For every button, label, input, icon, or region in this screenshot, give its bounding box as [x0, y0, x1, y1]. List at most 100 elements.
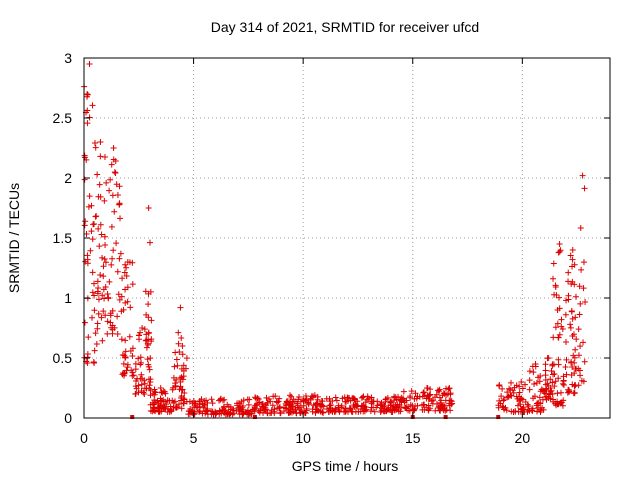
data-point [517, 401, 524, 408]
data-point [559, 380, 566, 387]
data-point [542, 390, 549, 397]
data-point [554, 320, 561, 327]
data-point [129, 372, 136, 379]
data-point [427, 386, 434, 393]
data-point [203, 408, 210, 415]
data-point [157, 385, 164, 391]
y-tick-label: 0.5 [53, 350, 73, 366]
data-point [571, 370, 578, 377]
data-point [104, 318, 111, 325]
data-point [91, 280, 98, 287]
data-point [294, 402, 301, 409]
data-point [132, 360, 139, 367]
data-point [85, 203, 92, 210]
data-point [115, 291, 122, 298]
data-point [81, 152, 88, 159]
data-point [148, 338, 155, 345]
data-point [130, 372, 137, 379]
data-point [137, 329, 144, 336]
data-point [557, 389, 564, 396]
data-point [122, 286, 129, 293]
data-point [411, 395, 418, 402]
data-point [519, 396, 526, 403]
data-point [141, 380, 148, 387]
data-point [571, 261, 578, 268]
data-point [95, 193, 102, 200]
data-point [516, 389, 523, 396]
data-point [565, 296, 572, 303]
data-point [159, 405, 166, 412]
data-point [403, 405, 410, 412]
data-point [434, 387, 441, 394]
data-point [542, 385, 549, 392]
data-point [287, 392, 294, 399]
y-axis-label: SRMTID / TECUs [6, 183, 22, 293]
x-tick-label: 5 [190, 430, 198, 446]
data-point [532, 361, 539, 367]
data-point [244, 407, 251, 414]
data-point [508, 392, 515, 399]
data-point [178, 334, 185, 341]
data-point [108, 261, 115, 268]
data-point [578, 266, 585, 273]
data-point [245, 411, 252, 418]
data-point [580, 259, 587, 266]
y-tick-label: 3 [64, 50, 72, 66]
data-point [549, 379, 556, 386]
data-point [118, 293, 125, 300]
data-point [209, 408, 216, 415]
data-point [84, 107, 91, 114]
data-point [559, 325, 566, 332]
data-point [518, 379, 525, 385]
data-point [196, 409, 203, 416]
data-point [551, 370, 558, 377]
data-point [402, 404, 409, 411]
data-point [161, 405, 168, 412]
y-tick-label: 2.5 [53, 110, 73, 126]
data-point [550, 275, 557, 282]
data-point [129, 353, 136, 360]
data-point [370, 404, 377, 411]
data-point [208, 396, 215, 403]
data-point [134, 375, 141, 382]
data-point [101, 197, 108, 204]
data-point [194, 404, 201, 411]
data-point [204, 407, 211, 414]
data-point [554, 390, 561, 397]
data-point [88, 202, 95, 209]
data-point [120, 370, 127, 377]
data-point [150, 390, 157, 397]
data-point [558, 316, 565, 323]
data-point [89, 314, 96, 321]
data-point [252, 395, 259, 402]
data-point [93, 213, 100, 220]
data-point [122, 299, 129, 306]
data-point [567, 252, 574, 259]
data-point [123, 264, 130, 271]
data-point [100, 308, 107, 315]
data-point [149, 399, 156, 406]
data-point [379, 404, 386, 411]
data-point [145, 363, 152, 370]
data-point [102, 259, 109, 266]
data-point [443, 415, 448, 419]
data-point [537, 406, 544, 413]
data-point [501, 396, 508, 403]
data-point [542, 376, 549, 383]
data-point [548, 368, 555, 375]
data-point [516, 383, 523, 390]
data-point [97, 153, 104, 160]
data-point [176, 401, 183, 408]
data-point [171, 363, 178, 370]
data-point [496, 397, 503, 404]
data-point [576, 283, 583, 290]
data-point [172, 380, 179, 387]
data-point [106, 187, 113, 194]
data-point [114, 191, 121, 198]
data-point [506, 385, 513, 392]
data-point [346, 405, 353, 412]
data-point [221, 407, 228, 414]
data-point [263, 394, 270, 401]
data-point [556, 248, 563, 255]
data-point [139, 375, 146, 382]
